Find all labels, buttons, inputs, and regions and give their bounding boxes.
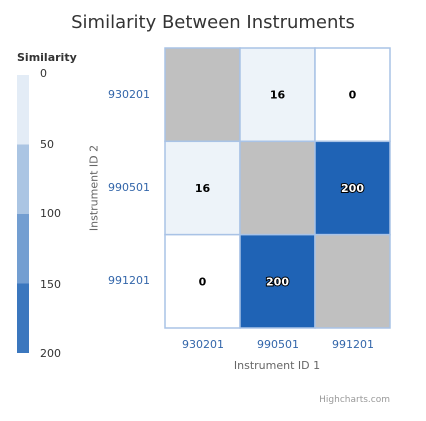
heatmap-cell-991201-991201[interactable] (314, 233, 391, 329)
chart-title: Similarity Between Instruments (71, 12, 355, 33)
legend-tick-0: 0 (40, 67, 47, 80)
heatmap-cell-991201-930201[interactable] (314, 47, 391, 143)
legend-tick-50: 50 (40, 138, 54, 151)
heatmap-cell-991201-990501[interactable] (314, 140, 391, 236)
legend-title: Similarity (17, 51, 77, 64)
y-tick-991201: 991201 (108, 274, 150, 287)
heatmap-cell-930201-991201[interactable] (164, 233, 241, 329)
heatmap-cell-930201-990501[interactable] (164, 140, 241, 236)
y-tick-990501: 990501 (108, 181, 150, 194)
x-tick-990501: 990501 (257, 338, 299, 351)
cell-label-930201-990501: 16 (195, 182, 211, 195)
cell-label-990501-991201: 200 (266, 275, 289, 288)
cell-label-991201-930201: 0 (349, 89, 357, 102)
cell-label-991201-990501: 200 (341, 182, 364, 195)
legend-tick-150: 150 (40, 278, 61, 291)
credits-link[interactable]: Highcharts.com (319, 395, 390, 405)
legend-segment-2 (17, 214, 29, 284)
legend-segment-3 (17, 283, 29, 353)
x-tick-930201: 930201 (182, 338, 224, 351)
heatmap-cell-990501-990501[interactable] (239, 140, 316, 236)
x-tick-991201: 991201 (332, 338, 374, 351)
legend-segment-1 (17, 144, 29, 214)
x-axis-label: Instrument ID 1 (233, 359, 321, 372)
legend-segment-0 (17, 75, 29, 145)
y-tick-930201: 930201 (108, 88, 150, 101)
cell-label-990501-930201: 16 (270, 89, 286, 102)
cell-label-930201-991201: 0 (199, 275, 207, 288)
legend-tick-100: 100 (40, 207, 61, 220)
legend-tick-200: 200 (40, 347, 61, 360)
heatmap-cell-990501-930201[interactable] (239, 47, 316, 143)
heatmap-cell-930201-930201[interactable] (164, 47, 241, 143)
